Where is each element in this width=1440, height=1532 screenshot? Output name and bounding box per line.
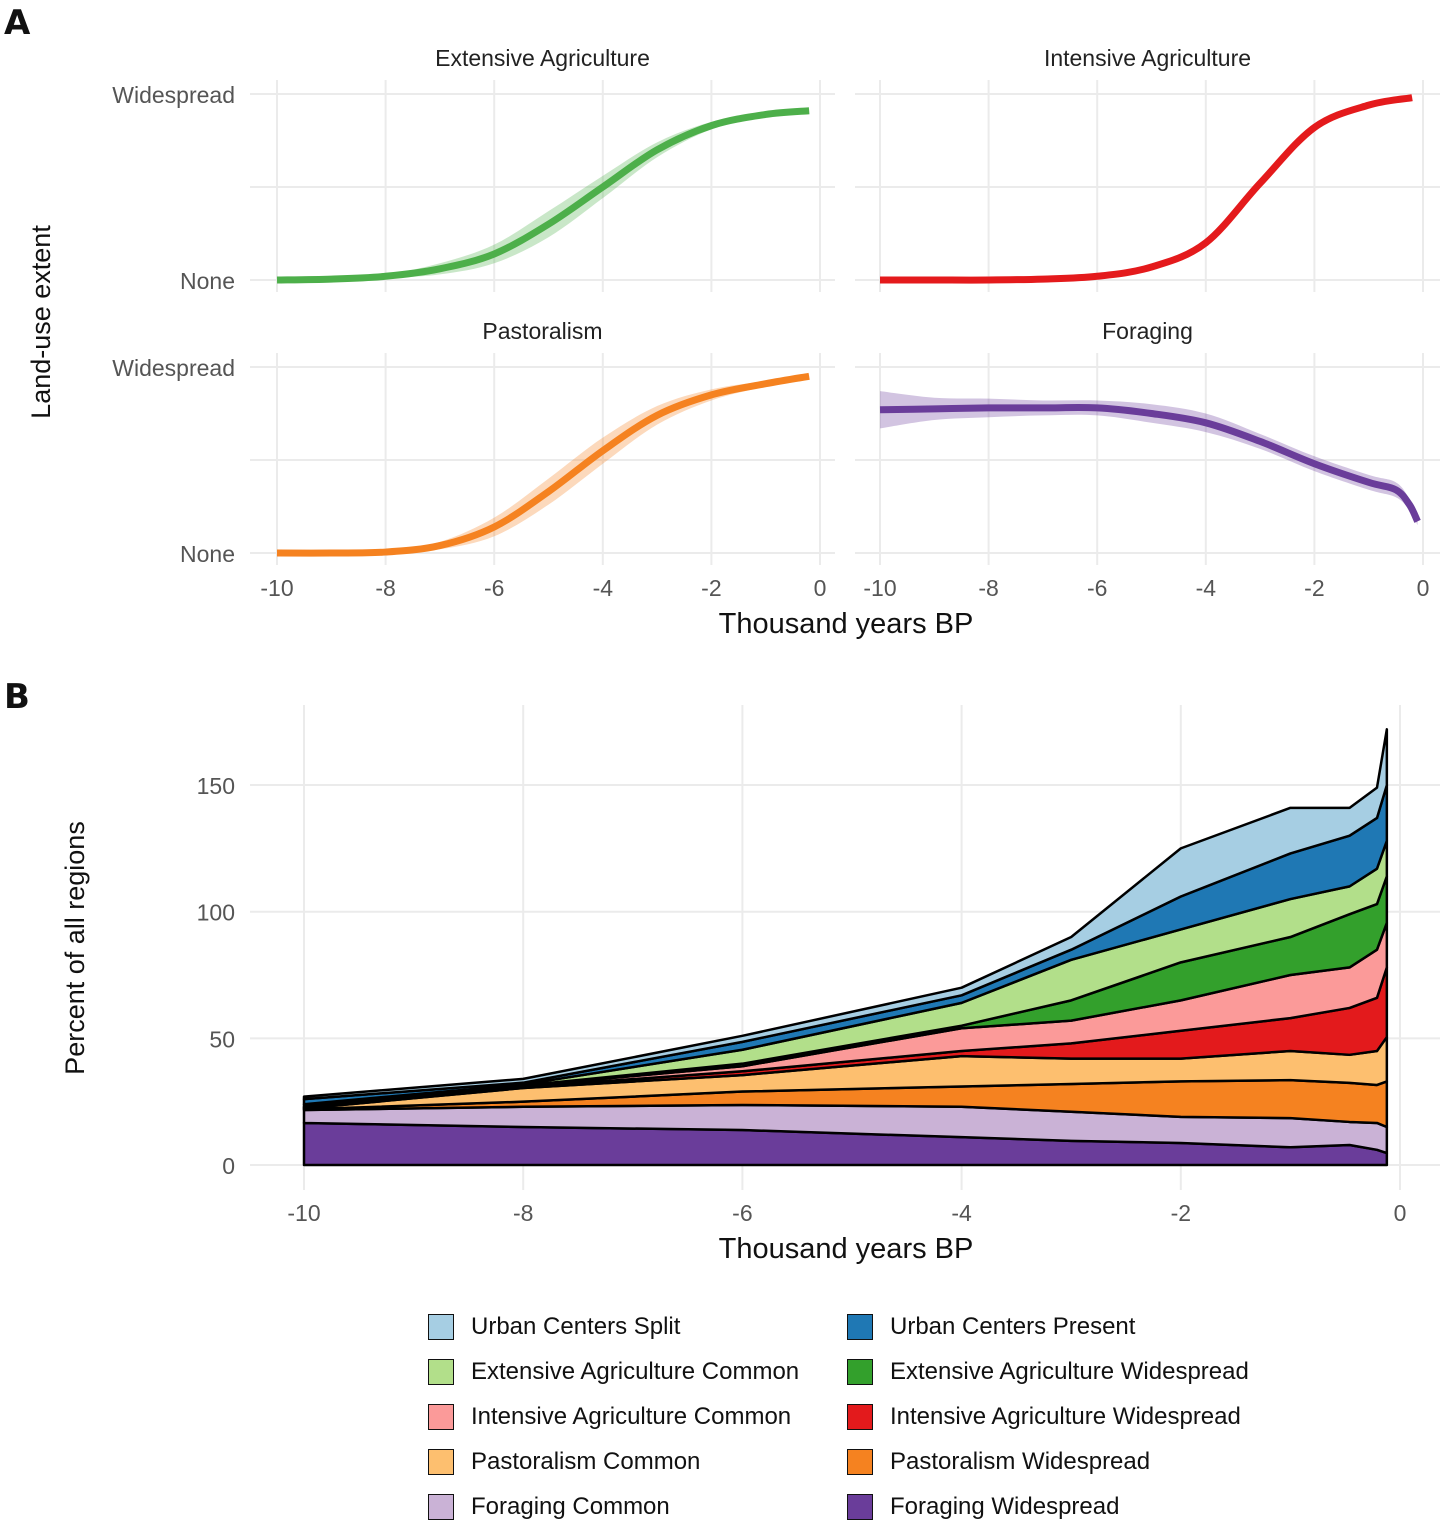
legend-label: Extensive Agriculture Widespread <box>890 1358 1249 1385</box>
legend-swatch <box>847 1449 873 1475</box>
legend-swatch <box>428 1314 454 1340</box>
x-tick-label: -6 <box>484 575 504 601</box>
confidence-ribbon <box>277 374 810 554</box>
y-tick-label: 100 <box>197 900 235 926</box>
legend-label: Foraging Common <box>471 1493 670 1520</box>
facet-title: Foraging <box>1102 318 1193 344</box>
x-tick-label: -2 <box>1304 575 1324 601</box>
panel-a-y-axis-title: Land-use extent <box>26 225 56 419</box>
facet-title: Pastoralism <box>482 318 602 344</box>
trend-line <box>276 372 810 557</box>
legend-item: Extensive Agriculture Widespread <box>847 1358 1267 1386</box>
confidence-ribbon <box>277 108 810 280</box>
legend-label: Extensive Agriculture Common <box>471 1358 800 1385</box>
legend-item: Pastoralism Widespread <box>847 1448 1267 1476</box>
y-tick-label: Widespread <box>112 82 235 108</box>
facet-intensive-agriculture: Intensive Agriculture <box>855 45 1440 292</box>
x-tick-label: -6 <box>1087 575 1107 601</box>
y-tick-label: 150 <box>197 773 235 799</box>
legend-item: Intensive Agriculture Common <box>428 1403 847 1431</box>
legend-label: Pastoralism Widespread <box>890 1448 1151 1475</box>
x-tick-label: -8 <box>375 575 395 601</box>
panel-label-b: B <box>4 677 30 717</box>
legend-label: Intensive Agriculture Common <box>471 1403 792 1430</box>
facet-foraging: Foraging -10 -8 -6 -4 -2 0 <box>855 318 1440 601</box>
panel-b-x-axis-title: Thousand years BP <box>719 1233 974 1265</box>
legend-label: Intensive Agriculture Widespread <box>890 1403 1241 1430</box>
trend-line <box>276 107 810 284</box>
x-tick-label: -10 <box>260 575 293 601</box>
facet-title: Extensive Agriculture <box>435 45 650 71</box>
panel-a: Extensive Agriculture None Widespread Inten… <box>112 45 1440 601</box>
x-tick-label: -4 <box>593 575 614 601</box>
facet-title: Intensive Agriculture <box>1044 45 1251 71</box>
confidence-ribbon <box>880 391 1418 526</box>
x-tick-label: -4 <box>951 1200 972 1226</box>
panel-a-x-axis-title: Thousand years BP <box>719 608 974 640</box>
legend-label: Urban Centers Present <box>890 1313 1136 1340</box>
legend-item: Pastoralism Common <box>428 1448 847 1476</box>
legend-swatch <box>847 1314 873 1340</box>
x-tick-label: 0 <box>814 575 827 601</box>
legend-item: Foraging Widespread <box>847 1493 1267 1521</box>
x-tick-label: -6 <box>732 1200 752 1226</box>
y-tick-label: None <box>180 268 235 294</box>
legend-item: Extensive Agriculture Common <box>428 1358 847 1386</box>
x-tick-label: 0 <box>1417 575 1430 601</box>
legend-swatch <box>428 1404 454 1430</box>
y-tick-label: Widespread <box>112 355 235 381</box>
confidence-ribbon <box>880 96 1413 281</box>
trend-line <box>879 404 1421 523</box>
x-tick-label: -8 <box>978 575 998 601</box>
legend-label: Pastoralism Common <box>471 1448 701 1475</box>
legend-item: Intensive Agriculture Widespread <box>847 1403 1267 1431</box>
x-tick-label: -10 <box>287 1200 320 1226</box>
y-tick-label: None <box>180 541 235 567</box>
trend-line <box>880 94 1413 284</box>
panel-b-y-axis-title: Percent of all regions <box>60 821 90 1075</box>
legend-item: Urban Centers Split <box>428 1313 847 1341</box>
x-tick-label: -10 <box>863 575 896 601</box>
legend-swatch <box>428 1449 454 1475</box>
panel-label-a: A <box>4 3 31 43</box>
area-urban-centers-split <box>302 728 1389 1101</box>
x-tick-label: -2 <box>701 575 721 601</box>
x-tick-label: -4 <box>1196 575 1217 601</box>
facet-pastoralism: Pastoralism None Widespread -10 -8 -6 -4 -2 0 <box>112 318 835 601</box>
legend-swatch <box>428 1359 454 1385</box>
facet-extensive-agriculture: Extensive Agriculture None Widespread <box>112 45 835 294</box>
legend-label: Urban Centers Split <box>471 1313 681 1340</box>
legend-swatch <box>847 1359 873 1385</box>
legend-swatch <box>428 1494 454 1520</box>
legend: Urban Centers Split Urban Centers Present… <box>428 1313 1267 1521</box>
legend-item: Foraging Common <box>428 1493 847 1521</box>
x-tick-label: -2 <box>1171 1200 1191 1226</box>
panel-b: 0 50 100 150 -10 -8 -6 -4 -2 0 <box>197 705 1440 1226</box>
legend-swatch <box>847 1494 873 1520</box>
x-tick-label: 0 <box>1394 1200 1407 1226</box>
legend-item: Urban Centers Present <box>847 1313 1267 1341</box>
y-tick-label: 0 <box>222 1153 235 1179</box>
legend-swatch <box>847 1404 873 1430</box>
x-tick-label: -8 <box>513 1200 533 1226</box>
legend-label: Foraging Widespread <box>890 1493 1120 1520</box>
y-tick-label: 50 <box>209 1026 235 1052</box>
